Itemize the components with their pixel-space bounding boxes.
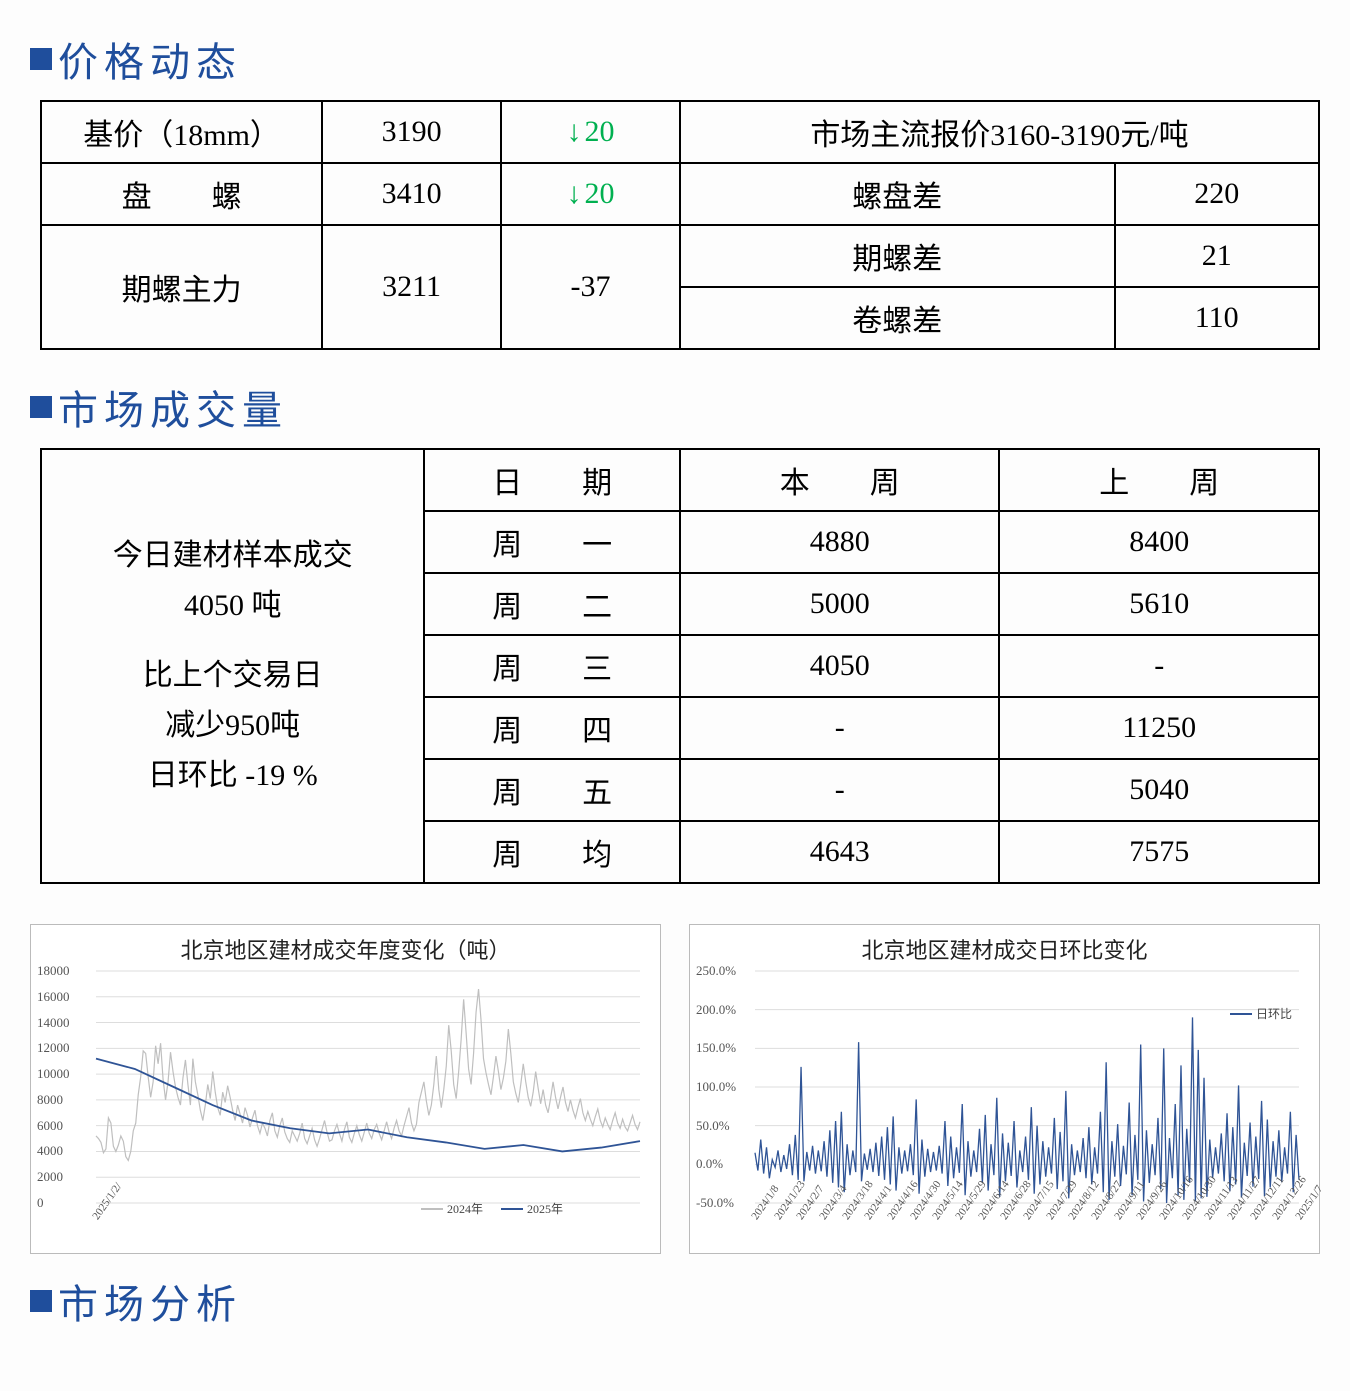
summary-l1: 今日建材样本成交: [48, 532, 417, 580]
price-row-panluo: 盘 螺 3410 20 螺盘差 220: [41, 163, 1319, 225]
chart-title: 北京地区建材成交年度变化（吨）: [31, 933, 660, 965]
row-sub-label: 期螺差: [680, 225, 1115, 287]
volume-header-row: 今日建材样本成交 4050 吨 比上个交易日 减少950吨 日环比 -19 % …: [41, 449, 1319, 511]
cell-lw: 5040: [999, 759, 1319, 821]
cell-tw: 4050: [680, 635, 1000, 697]
cell-tw: 4880: [680, 511, 1000, 573]
section-price-header: 价格动态: [30, 30, 1320, 88]
summary-l3: 比上个交易日: [48, 652, 417, 700]
section-volume-header: 市场成交量: [30, 378, 1320, 436]
row-note-label: 螺盘差: [680, 163, 1115, 225]
chart-title: 北京地区建材成交日环比变化: [690, 933, 1319, 965]
row-label: 基价（18mm）: [41, 101, 322, 163]
row-note: 市场主流报价3160-3190元/吨: [680, 101, 1319, 163]
section-price-title: 价格动态: [58, 30, 242, 88]
row-note-val: 220: [1115, 163, 1320, 225]
row-price: 3211: [322, 225, 501, 349]
cell-d: 周 三: [424, 635, 680, 697]
cell-lw: -: [999, 635, 1319, 697]
bullet-icon: [30, 1290, 52, 1312]
volume-summary-cell: 今日建材样本成交 4050 吨 比上个交易日 减少950吨 日环比 -19 %: [41, 449, 424, 883]
spacer: [48, 632, 417, 650]
row-label: 期螺主力: [41, 225, 322, 349]
section-volume-title: 市场成交量: [58, 378, 288, 436]
summary-l5: 日环比 -19 %: [48, 752, 417, 800]
cell-lw: 7575: [999, 821, 1319, 883]
chart-annual: 北京地区建材成交年度变化（吨） 020004000600080001000012…: [30, 924, 661, 1254]
cell-d: 周 一: [424, 511, 680, 573]
cell-d: 周 四: [424, 697, 680, 759]
price-row-base: 基价（18mm） 3190 20 市场主流报价3160-3190元/吨: [41, 101, 1319, 163]
bullet-icon: [30, 396, 52, 418]
col-lastweek: 上 周: [999, 449, 1319, 511]
charts-row: 北京地区建材成交年度变化（吨） 020004000600080001000012…: [30, 924, 1320, 1254]
cell-tw: -: [680, 697, 1000, 759]
price-row-futures-1: 期螺主力 3211 -37 期螺差 21: [41, 225, 1319, 287]
row-price: 3190: [322, 101, 501, 163]
row-label: 盘 螺: [41, 163, 322, 225]
cell-lw: 8400: [999, 511, 1319, 573]
arrow-down-icon: [567, 115, 585, 148]
section-analysis-title: 市场分析: [58, 1272, 242, 1330]
col-thisweek: 本 周: [680, 449, 1000, 511]
col-date: 日 期: [424, 449, 680, 511]
row-sub-val: 21: [1115, 225, 1320, 287]
chart-daily-change: 北京地区建材成交日环比变化 -50.0%0.0%50.0%100.0%150.0…: [689, 924, 1320, 1254]
row-delta: 20: [501, 101, 680, 163]
cell-d: 周 均: [424, 821, 680, 883]
row-sub-val: 110: [1115, 287, 1320, 349]
bullet-icon: [30, 48, 52, 70]
cell-lw: 5610: [999, 573, 1319, 635]
row-sub-label: 卷螺差: [680, 287, 1115, 349]
cell-tw: 4643: [680, 821, 1000, 883]
cell-d: 周 五: [424, 759, 680, 821]
arrow-down-icon: [567, 177, 585, 210]
row-delta: -37: [501, 225, 680, 349]
cell-tw: -: [680, 759, 1000, 821]
row-price: 3410: [322, 163, 501, 225]
summary-l2: 4050 吨: [48, 582, 417, 630]
volume-table: 今日建材样本成交 4050 吨 比上个交易日 减少950吨 日环比 -19 % …: [40, 448, 1320, 884]
cell-lw: 11250: [999, 697, 1319, 759]
summary-l4: 减少950吨: [48, 702, 417, 750]
section-analysis-header: 市场分析: [30, 1272, 1320, 1330]
row-delta: 20: [501, 163, 680, 225]
cell-tw: 5000: [680, 573, 1000, 635]
price-table: 基价（18mm） 3190 20 市场主流报价3160-3190元/吨 盘 螺 …: [40, 100, 1320, 350]
cell-d: 周 二: [424, 573, 680, 635]
